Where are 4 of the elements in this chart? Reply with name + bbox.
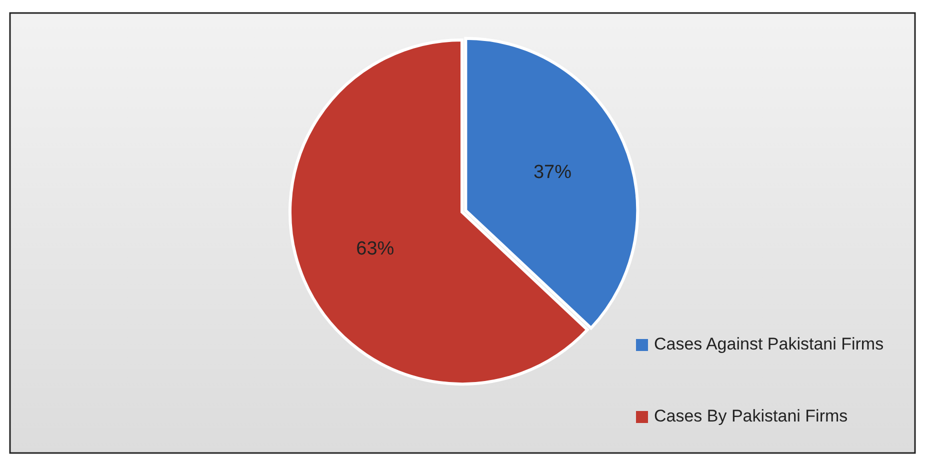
legend-label: Cases Against Pakistani Firms	[654, 334, 884, 354]
data-label: 63%	[356, 238, 394, 260]
slice-label: Cases By Pakistani Firms	[654, 406, 848, 426]
data-label: 37%	[533, 162, 572, 183]
